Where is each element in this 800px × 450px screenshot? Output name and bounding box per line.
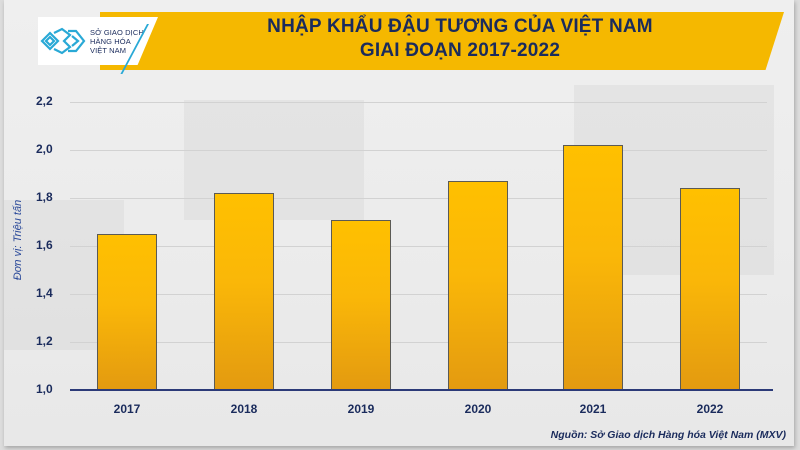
gridline xyxy=(70,198,767,199)
y-tick-label: 2,2 xyxy=(36,94,53,108)
y-tick-label: 1,8 xyxy=(36,190,53,204)
y-tick-label: 1,6 xyxy=(36,238,53,252)
y-axis-label: Đơn vị: Triệu tấn xyxy=(12,199,24,281)
x-axis-line xyxy=(70,389,773,391)
gridline xyxy=(70,150,767,151)
y-tick-label: 2,0 xyxy=(36,142,53,156)
x-tick-label: 2020 xyxy=(464,402,492,416)
y-tick-label: 1,4 xyxy=(36,286,53,300)
x-tick-label: 2022 xyxy=(696,402,724,416)
bar-2022 xyxy=(680,188,740,390)
bar-2021 xyxy=(563,145,623,390)
y-tick-label: 1,0 xyxy=(36,382,53,396)
gridline xyxy=(70,102,767,103)
gridline xyxy=(70,342,767,343)
source-note: Nguồn: Sở Giao dịch Hàng hóa Việt Nam (M… xyxy=(550,429,786,441)
y-tick-label: 1,2 xyxy=(36,334,53,348)
chart-title-line2: GIAI ĐOẠN 2017-2022 xyxy=(359,40,561,61)
chart-title-line1: NHẬP KHẨU ĐẬU TƯƠNG CỦA VIỆT NAM xyxy=(267,16,653,37)
title-banner xyxy=(100,12,784,70)
bar-2018 xyxy=(214,193,274,390)
bar-2020 xyxy=(448,181,508,390)
x-tick-label: 2018 xyxy=(230,402,258,416)
x-tick-label: 2019 xyxy=(347,402,375,416)
logo-text-line3: VIỆT NAM xyxy=(90,46,127,55)
mxv-logo-icon xyxy=(40,27,86,55)
gridline xyxy=(70,294,767,295)
bar-2019 xyxy=(331,219,391,390)
x-tick-label: 2017 xyxy=(113,402,141,416)
logo-text-line1: SỞ GIAO DỊCH xyxy=(90,28,144,37)
x-tick-label: 2021 xyxy=(579,402,607,416)
logo-text-line2: HÀNG HÓA xyxy=(90,37,131,46)
background-map-texture xyxy=(184,100,364,220)
gridline xyxy=(70,246,767,247)
bar-2017 xyxy=(97,234,157,390)
